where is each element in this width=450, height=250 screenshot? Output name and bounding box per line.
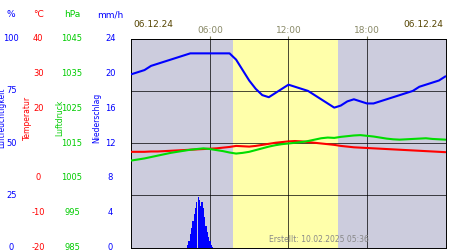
Bar — [191, 228, 192, 248]
Bar — [203, 208, 204, 248]
Bar — [196, 202, 198, 248]
Text: 1045: 1045 — [62, 34, 82, 43]
Text: hPa: hPa — [64, 10, 80, 19]
Bar — [207, 232, 208, 248]
Bar — [131, 39, 234, 248]
Text: -10: -10 — [32, 208, 45, 217]
Text: 1015: 1015 — [62, 138, 82, 147]
Text: 06.12.24: 06.12.24 — [403, 20, 443, 28]
Text: -20: -20 — [32, 243, 45, 250]
Text: 1005: 1005 — [62, 174, 82, 182]
Bar — [192, 222, 194, 248]
Text: 0: 0 — [36, 174, 41, 182]
Bar — [198, 197, 199, 248]
Bar — [200, 206, 201, 248]
Text: 20: 20 — [33, 104, 44, 113]
Text: 75: 75 — [6, 86, 17, 96]
Text: °C: °C — [33, 10, 44, 19]
Text: 50: 50 — [6, 138, 17, 147]
Text: 24: 24 — [105, 34, 116, 43]
Bar — [212, 247, 213, 248]
Bar — [234, 39, 338, 248]
Text: 0: 0 — [108, 243, 113, 250]
Text: Temperatur: Temperatur — [22, 96, 32, 140]
Text: 100: 100 — [4, 34, 19, 43]
Text: 40: 40 — [33, 34, 44, 43]
Text: 0: 0 — [9, 243, 14, 250]
Bar — [204, 217, 205, 248]
Text: Erstellt: 10.02.2025 05:36: Erstellt: 10.02.2025 05:36 — [269, 235, 369, 244]
Text: Niederschlag: Niederschlag — [92, 92, 101, 142]
Bar — [208, 237, 209, 248]
Text: Luftdruck: Luftdruck — [55, 99, 64, 136]
Text: 4: 4 — [108, 208, 113, 217]
Text: Luftfeuchtigkeit: Luftfeuchtigkeit — [0, 87, 6, 148]
Text: 1025: 1025 — [62, 104, 82, 113]
Bar — [338, 39, 446, 248]
Text: 20: 20 — [105, 69, 116, 78]
Bar — [205, 226, 207, 248]
Bar — [211, 245, 212, 248]
Text: 8: 8 — [108, 174, 113, 182]
Text: 995: 995 — [64, 208, 80, 217]
Text: 985: 985 — [64, 243, 80, 250]
Text: 25: 25 — [6, 191, 17, 200]
Bar — [187, 245, 188, 248]
Text: 16: 16 — [105, 104, 116, 113]
Bar — [199, 200, 200, 248]
Text: 06.12.24: 06.12.24 — [134, 20, 174, 28]
Bar — [194, 214, 195, 248]
Bar — [195, 208, 196, 248]
Text: %: % — [7, 10, 16, 19]
Bar — [190, 234, 191, 248]
Text: 1035: 1035 — [62, 69, 82, 78]
Text: mm/h: mm/h — [97, 10, 123, 19]
Bar — [209, 242, 211, 248]
Text: 12: 12 — [105, 138, 116, 147]
Text: 30: 30 — [33, 69, 44, 78]
